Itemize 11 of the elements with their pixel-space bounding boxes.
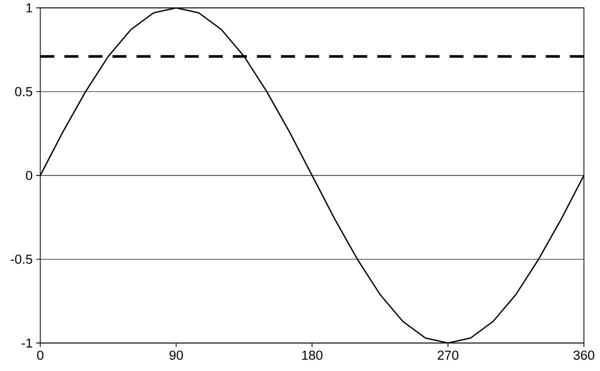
x-tick-label: 360 [574, 350, 594, 360]
x-tick-label: 90 [170, 350, 183, 360]
y-tick-label: 1 [26, 3, 32, 12]
y-tick-label: -1 [22, 338, 32, 348]
y-tick-label: -0.5 [10, 254, 32, 264]
x-tick-label: 180 [302, 350, 322, 360]
y-tick-label: 0.5 [15, 86, 32, 96]
line-series [40, 8, 584, 343]
y-tick-label: 0 [26, 170, 32, 180]
x-tick-label: 0 [37, 350, 44, 360]
x-tick-label: 270 [438, 350, 458, 360]
